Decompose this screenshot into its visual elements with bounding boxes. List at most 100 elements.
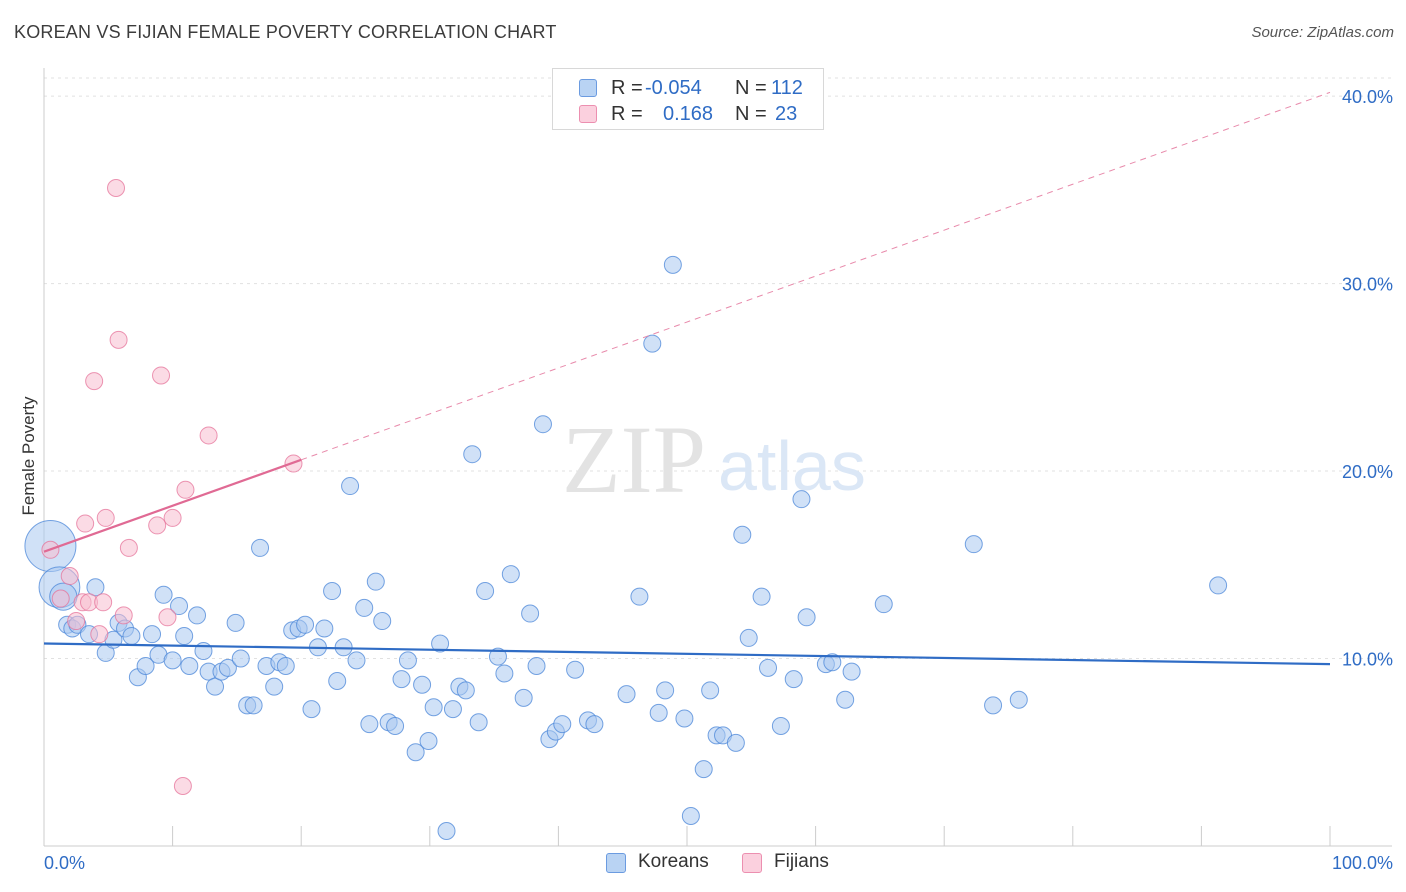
korean-point bbox=[188, 606, 207, 625]
fijian-trend-line bbox=[43, 458, 302, 553]
korean-point bbox=[964, 535, 983, 554]
korean-point bbox=[323, 582, 342, 601]
korean-point bbox=[431, 634, 450, 653]
korean-point bbox=[514, 688, 533, 707]
r-label: R = bbox=[611, 77, 643, 99]
korean-trend-line bbox=[43, 642, 1331, 666]
korean-point bbox=[419, 732, 438, 751]
n-value: 112 bbox=[771, 77, 803, 99]
korean-point bbox=[296, 615, 315, 634]
fijian-point bbox=[109, 330, 128, 349]
korean-point bbox=[476, 582, 495, 601]
fijian-point bbox=[163, 508, 182, 527]
korean-point bbox=[265, 677, 284, 696]
korean-point bbox=[218, 658, 237, 677]
korean-point bbox=[553, 715, 572, 734]
korean-point bbox=[792, 490, 811, 509]
korean-point bbox=[163, 651, 182, 670]
korean-point bbox=[566, 660, 585, 679]
korean-point bbox=[392, 670, 411, 689]
korean-point bbox=[231, 649, 250, 668]
korean-point bbox=[739, 628, 758, 647]
koreans-legend-swatch bbox=[606, 853, 626, 873]
korean-point bbox=[175, 627, 194, 646]
r-value: -0.054 bbox=[645, 77, 702, 99]
fijian-point bbox=[158, 608, 177, 627]
korean-point bbox=[823, 653, 842, 672]
korean-point bbox=[206, 677, 225, 696]
korean-point bbox=[437, 822, 456, 841]
korean-point bbox=[355, 598, 374, 617]
y-axis-label: Female Poverty bbox=[19, 396, 38, 516]
korean-point bbox=[366, 572, 385, 591]
fijian-point bbox=[199, 426, 218, 445]
korean-point bbox=[398, 651, 417, 670]
fijian-point bbox=[60, 567, 79, 586]
korean-point bbox=[469, 713, 488, 732]
korean-point bbox=[463, 445, 482, 464]
fijian-trend-extension bbox=[301, 91, 1331, 461]
korean-point bbox=[984, 696, 1003, 715]
korean-point bbox=[226, 613, 245, 632]
korean-point bbox=[681, 807, 700, 826]
korean-point bbox=[143, 625, 162, 644]
korean-point bbox=[456, 681, 475, 700]
korean-point bbox=[842, 662, 861, 681]
stats-legend: R = -0.054 N = 112 R = 0.168 N = 23 bbox=[552, 68, 824, 130]
fijian-point bbox=[67, 612, 86, 631]
y-tick-label: 10.0% bbox=[1342, 650, 1393, 670]
korean-point bbox=[527, 657, 546, 676]
fijian-point bbox=[51, 589, 70, 608]
korean-point bbox=[649, 703, 668, 722]
korean-point bbox=[533, 415, 552, 434]
n-label: N = bbox=[735, 103, 767, 125]
grid-lines bbox=[44, 77, 1392, 660]
korean-point bbox=[836, 690, 855, 709]
korean-point bbox=[488, 647, 507, 666]
korean-point bbox=[701, 681, 720, 700]
korean-point bbox=[276, 657, 295, 676]
korean-point bbox=[1209, 576, 1228, 595]
korean-point bbox=[733, 525, 752, 544]
korean-point bbox=[675, 709, 694, 728]
korean-point bbox=[585, 715, 604, 734]
korean-point bbox=[1009, 690, 1028, 709]
korean-point bbox=[771, 717, 790, 736]
n-value: 23 bbox=[775, 103, 798, 125]
chart-source: Source: ZipAtlas.com bbox=[1251, 24, 1394, 41]
korean-point bbox=[656, 681, 675, 700]
korean-point bbox=[495, 664, 514, 683]
fijians-legend-label: Fijians bbox=[774, 851, 829, 872]
korean-point bbox=[759, 658, 778, 677]
korean-point bbox=[302, 700, 321, 719]
korean-point bbox=[170, 597, 189, 616]
korean-point bbox=[406, 743, 425, 762]
korean-point bbox=[386, 717, 405, 736]
chart-title: KOREAN VS FIJIAN FEMALE POVERTY CORRELAT… bbox=[14, 22, 557, 42]
x-tick-label-max: 100.0% bbox=[1332, 853, 1393, 873]
korean-point bbox=[424, 698, 443, 717]
korean-point bbox=[694, 760, 713, 779]
korean-point bbox=[784, 670, 803, 689]
fijian-point bbox=[173, 777, 192, 796]
korean-point bbox=[347, 651, 366, 670]
koreans-legend-label: Koreans bbox=[638, 851, 709, 872]
zipatlas-watermark: ZIP atlas bbox=[562, 406, 866, 513]
korean-point bbox=[315, 619, 334, 638]
fijian-point bbox=[119, 538, 138, 557]
korean-point bbox=[617, 685, 636, 704]
korean-point bbox=[443, 700, 462, 719]
korean-point bbox=[797, 608, 816, 627]
korean-point bbox=[373, 612, 392, 631]
axes bbox=[43, 68, 1392, 847]
korean-point bbox=[752, 587, 771, 606]
fijian-point bbox=[107, 178, 126, 197]
y-tick-label: 40.0% bbox=[1342, 87, 1393, 107]
fijians-swatch bbox=[579, 105, 597, 123]
fijian-point bbox=[176, 480, 195, 499]
korean-point bbox=[521, 604, 540, 623]
fijian-point bbox=[148, 516, 167, 535]
r-label: R = bbox=[611, 103, 643, 125]
fijian-point bbox=[85, 372, 104, 391]
fijian-point bbox=[152, 366, 171, 385]
